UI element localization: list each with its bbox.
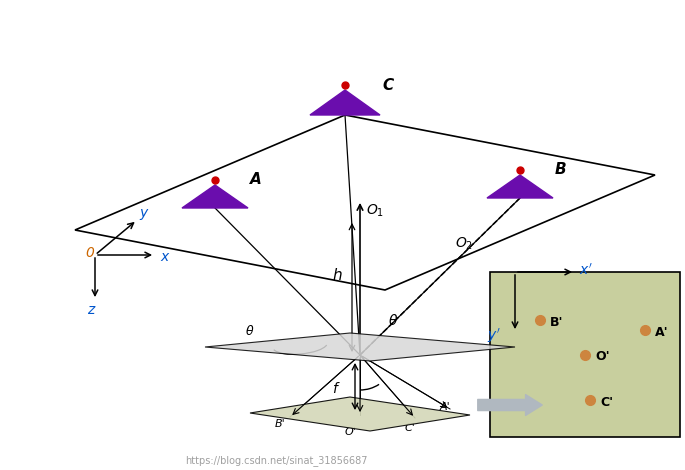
Polygon shape: [205, 333, 515, 361]
Polygon shape: [182, 185, 248, 208]
Text: $\theta$: $\theta$: [245, 324, 254, 338]
Text: $\theta$: $\theta$: [388, 313, 398, 328]
Bar: [490, 272, 680, 437]
Text: A': A': [440, 402, 451, 412]
Polygon shape: [487, 175, 553, 198]
Polygon shape: [250, 397, 470, 431]
Text: C': C': [405, 423, 416, 433]
Text: 0: 0: [85, 246, 94, 260]
Text: C': C': [600, 395, 613, 408]
Text: B': B': [550, 315, 564, 329]
FancyArrowPatch shape: [477, 395, 543, 415]
Text: B: B: [555, 163, 566, 178]
Text: $f$: $f$: [332, 381, 340, 396]
Text: C: C: [382, 78, 393, 93]
Text: $O_2$: $O_2$: [455, 236, 473, 252]
Text: $y'$: $y'$: [487, 327, 501, 345]
Polygon shape: [310, 90, 380, 115]
Text: $x'$: $x'$: [579, 262, 593, 278]
Text: $h$: $h$: [332, 267, 342, 283]
Text: x: x: [160, 250, 169, 264]
Text: z: z: [87, 303, 95, 317]
Text: A': A': [655, 326, 669, 338]
Text: B': B': [275, 419, 286, 429]
Text: $O_1$: $O_1$: [366, 203, 384, 219]
Text: y: y: [139, 206, 147, 220]
Text: O': O': [345, 427, 357, 437]
Text: O': O': [595, 351, 610, 363]
Text: https://blog.csdn.net/sinat_31856687: https://blog.csdn.net/sinat_31856687: [185, 455, 367, 466]
Text: A: A: [250, 172, 262, 188]
